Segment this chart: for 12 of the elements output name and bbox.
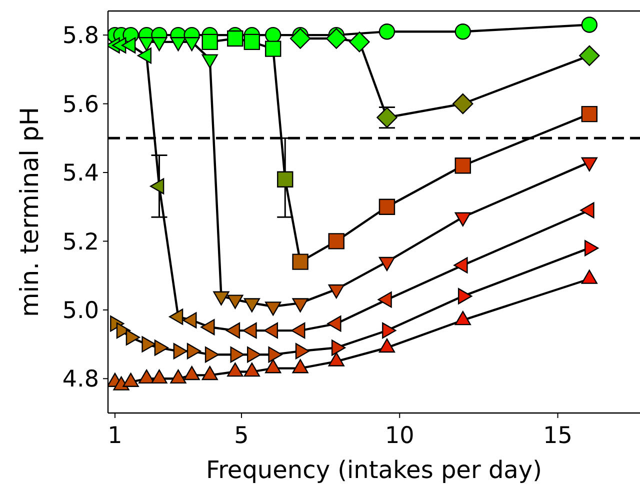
- x-axis-title: Frequency (intakes per day): [206, 456, 542, 484]
- x-tick-label: 1: [108, 423, 122, 449]
- x-tick-label: 15: [543, 423, 572, 449]
- y-tick-label: 5.2: [62, 229, 99, 256]
- x-tick-label: 5: [234, 423, 249, 449]
- x-tick-label: 10: [384, 423, 414, 449]
- y-tick-label: 5.6: [62, 92, 99, 118]
- y-tick-label: 5.4: [62, 160, 99, 187]
- y-axis-title: min. terminal pH: [15, 106, 44, 318]
- y-tick-label: 4.8: [62, 366, 99, 393]
- y-tick-label: 5.0: [62, 298, 99, 324]
- y-tick-label: 5.8: [62, 23, 99, 50]
